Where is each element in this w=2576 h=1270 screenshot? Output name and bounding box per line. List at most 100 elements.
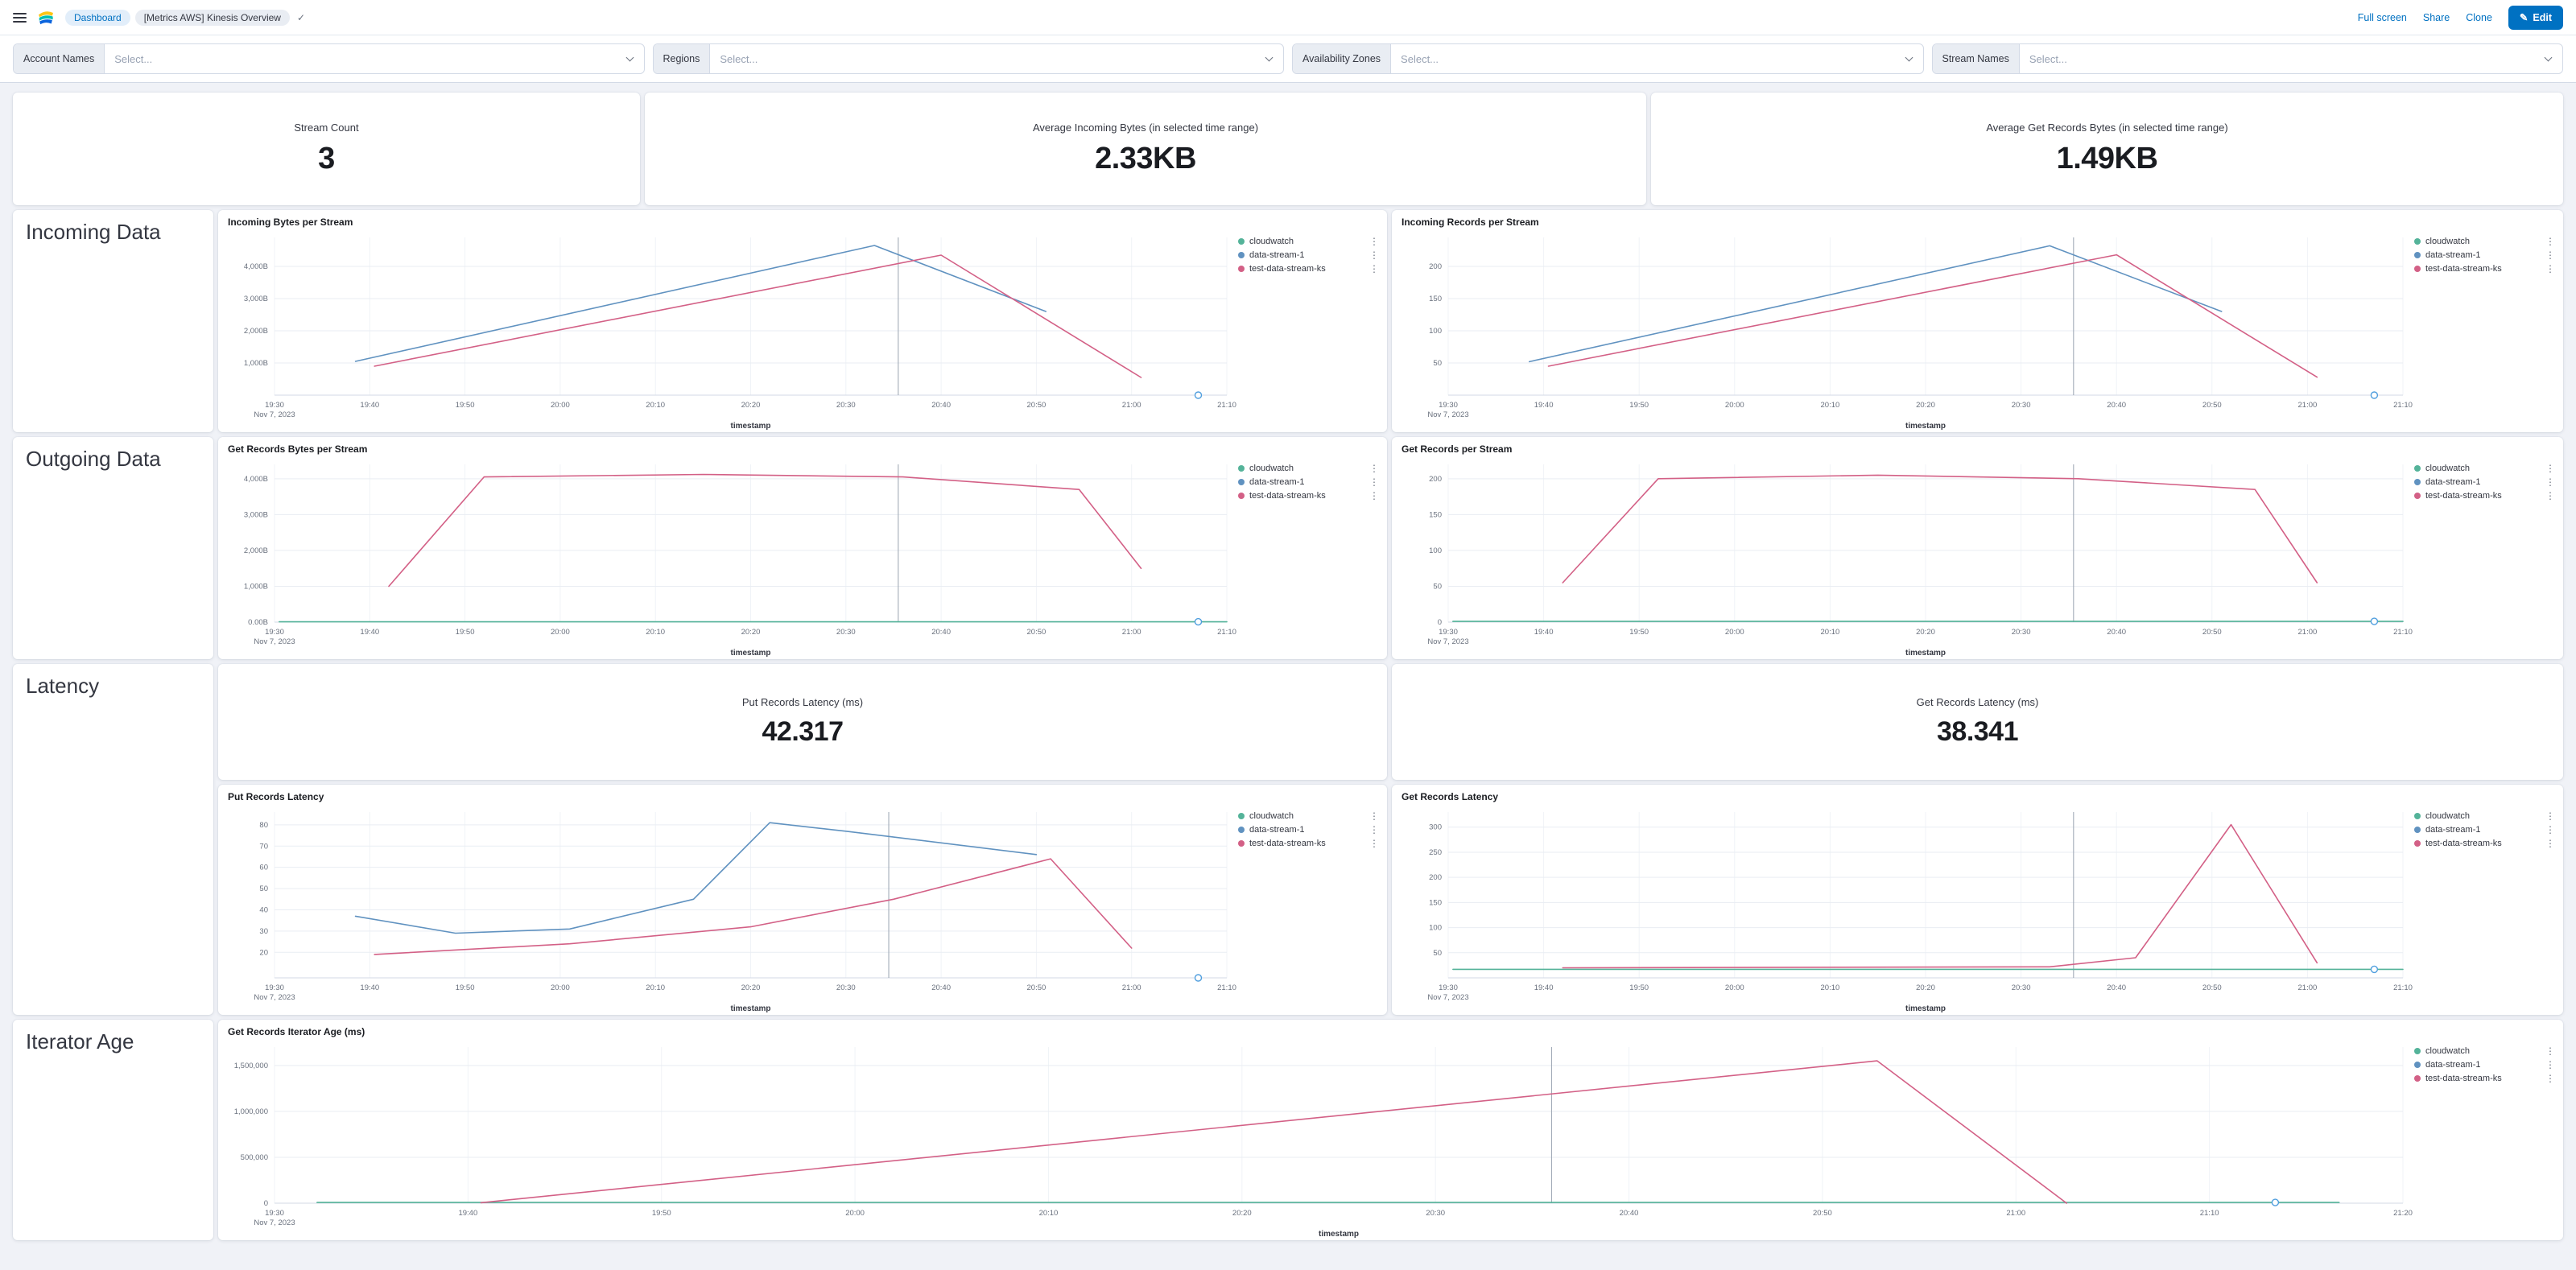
legend-menu-icon[interactable]: ⋮ [2545,838,2555,849]
legend-item[interactable]: cloudwatch ⋮ [2414,236,2557,247]
legend-menu-icon[interactable]: ⋮ [2545,824,2555,835]
legend-item[interactable]: cloudwatch ⋮ [1238,810,1381,822]
legend-item[interactable]: data-stream-1 ⋮ [1238,824,1381,835]
legend-menu-icon[interactable]: ⋮ [1369,838,1379,849]
legend-menu-icon[interactable]: ⋮ [2545,463,2555,474]
filter-regions[interactable]: Regions Select... [652,43,1284,74]
chart-canvas[interactable]: 19:30 Nov 7, 2023 19:40 19:50 20:00 20:10 20:2… [218,229,1238,432]
filter-label: Account Names [14,44,105,73]
legend-series-label: cloudwatch [1249,811,1294,821]
legend-series-dot [2414,1062,2421,1068]
legend-item[interactable]: test-data-stream-ks ⋮ [2414,838,2557,849]
share-link[interactable]: Share [2422,11,2450,23]
svg-text:1,000B: 1,000B [244,582,268,591]
legend-item[interactable]: data-stream-1 ⋮ [2414,249,2557,261]
filter-select-input[interactable]: Select... [1401,52,1439,65]
legend-item[interactable]: test-data-stream-ks ⋮ [2414,263,2557,274]
breadcrumb-current-title[interactable]: [Metrics AWS] Kinesis Overview [134,9,290,26]
elastic-logo-svg [39,10,53,24]
legend-menu-icon[interactable]: ⋮ [2545,263,2555,274]
filter-availability-zones[interactable]: Availability Zones Select... [1292,43,1924,74]
svg-text:200: 200 [1429,873,1442,882]
legend-item[interactable]: data-stream-1 ⋮ [2414,824,2557,835]
filter-select-input[interactable]: Select... [2029,52,2067,65]
chart-canvas[interactable]: 19:30 Nov 7, 2023 19:40 19:50 20:00 20:10 20:2… [218,456,1238,659]
svg-text:1,000,000: 1,000,000 [234,1107,268,1116]
svg-text:50: 50 [1433,359,1442,368]
panel-iterator-age-chart: Get Records Iterator Age (ms) 19:30 Nov 7… [218,1020,2563,1240]
legend-menu-icon[interactable]: ⋮ [1369,263,1379,274]
filter-stream-names[interactable]: Stream Names Select... [1931,43,2563,74]
legend-menu-icon[interactable]: ⋮ [1369,236,1379,247]
legend-item[interactable]: data-stream-1 ⋮ [1238,249,1381,261]
chart-title: Incoming Bytes per Stream [228,216,353,228]
legend-menu-icon[interactable]: ⋮ [2545,236,2555,247]
svg-text:0: 0 [264,1199,268,1208]
legend-menu-icon[interactable]: ⋮ [2545,1059,2555,1070]
svg-text:1,000B: 1,000B [244,359,268,368]
legend-item[interactable]: cloudwatch ⋮ [2414,810,2557,822]
legend-menu-icon[interactable]: ⋮ [2545,490,2555,501]
svg-text:20:50: 20:50 [2202,983,2222,992]
legend-menu-icon[interactable]: ⋮ [1369,810,1379,822]
filter-select-input[interactable]: Select... [720,52,758,65]
section-label-latency: Latency [13,664,213,1015]
legend-menu-icon[interactable]: ⋮ [2545,249,2555,261]
legend-item[interactable]: test-data-stream-ks ⋮ [1238,263,1381,274]
legend-item[interactable]: cloudwatch ⋮ [2414,463,2557,474]
breadcrumb-dashboard[interactable]: Dashboard [65,9,130,26]
metric-value: 3 [318,142,335,175]
chart-canvas[interactable]: 19:30 Nov 7, 2023 19:40 19:50 20:00 20:10 20:2… [1392,456,2414,659]
legend-item[interactable]: data-stream-1 ⋮ [2414,476,2557,488]
chart-canvas[interactable]: 19:30 Nov 7, 2023 19:40 19:50 20:00 20:10 20:2… [1392,229,2414,432]
chart-canvas[interactable]: 19:30 Nov 7, 2023 19:40 19:50 20:00 20:10 20:2… [218,1039,2414,1240]
edit-button[interactable]: ✎ Edit [2508,5,2563,30]
svg-text:3,000B: 3,000B [244,295,268,303]
svg-text:250: 250 [1429,848,1442,857]
legend-item[interactable]: cloudwatch ⋮ [2414,1045,2557,1057]
legend-menu-icon[interactable]: ⋮ [1369,463,1379,474]
menu-icon[interactable] [13,12,27,23]
legend-series-label: data-stream-1 [2425,1060,2481,1070]
legend-item[interactable]: data-stream-1 ⋮ [2414,1059,2557,1070]
clone-link[interactable]: Clone [2466,11,2492,23]
legend-menu-icon[interactable]: ⋮ [1369,249,1379,261]
full-screen-link[interactable]: Full screen [2357,11,2407,23]
legend-item[interactable]: test-data-stream-ks ⋮ [2414,490,2557,501]
svg-text:20:50: 20:50 [2202,628,2222,637]
svg-text:20:50: 20:50 [1813,1209,1832,1218]
legend-menu-icon[interactable]: ⋮ [2545,1045,2555,1057]
chart-legend: cloudwatch ⋮ data-stream-1 ⋮ test-data-strea… [2414,1039,2563,1240]
legend-menu-icon[interactable]: ⋮ [1369,476,1379,488]
legend-series-dot [1238,266,1245,272]
svg-text:20:00: 20:00 [551,628,570,637]
svg-text:20:10: 20:10 [1821,628,1840,637]
filter-select-input[interactable]: Select... [114,52,153,65]
elastic-logo[interactable] [36,8,56,27]
legend-menu-icon[interactable]: ⋮ [2545,476,2555,488]
chart-canvas[interactable]: 19:30 Nov 7, 2023 19:40 19:50 20:00 20:10 20:2… [218,804,1238,1015]
legend-item[interactable]: test-data-stream-ks ⋮ [2414,1073,2557,1084]
legend-menu-icon[interactable]: ⋮ [1369,490,1379,501]
legend-item[interactable]: cloudwatch ⋮ [1238,236,1381,247]
legend-item[interactable]: test-data-stream-ks ⋮ [1238,838,1381,849]
legend-series-label: cloudwatch [1249,237,1294,246]
filter-account-names[interactable]: Account Names Select... [13,43,645,74]
legend-menu-icon[interactable]: ⋮ [2545,1073,2555,1084]
legend-item[interactable]: data-stream-1 ⋮ [1238,476,1381,488]
legend-item[interactable]: test-data-stream-ks ⋮ [1238,490,1381,501]
legend-menu-icon[interactable]: ⋮ [2545,810,2555,822]
svg-text:20:00: 20:00 [1725,628,1744,637]
legend-menu-icon[interactable]: ⋮ [1369,824,1379,835]
panel-incoming-bytes-chart: Incoming Bytes per Stream 19:30 Nov 7, 20… [218,210,1387,432]
legend-item[interactable]: cloudwatch ⋮ [1238,463,1381,474]
chart-canvas[interactable]: 19:30 Nov 7, 2023 19:40 19:50 20:00 20:10 20:2… [1392,804,2414,1015]
metric-value: 42.317 [762,716,844,747]
